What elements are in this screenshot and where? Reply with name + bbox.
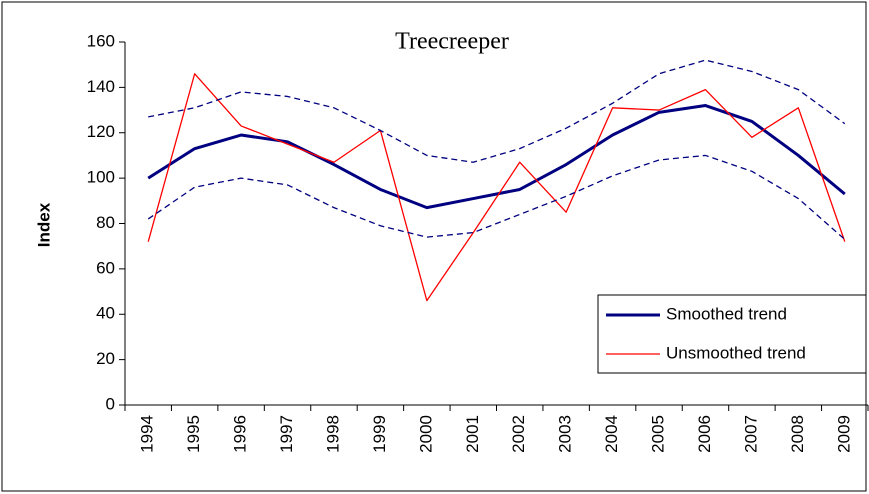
x-tick-label: 1996	[231, 415, 250, 453]
x-tick-label: 2006	[695, 415, 714, 453]
x-tick-label: 2007	[741, 415, 760, 453]
y-tick-label: 120	[87, 122, 115, 141]
y-tick-label: 0	[106, 394, 115, 413]
y-tick-label: 160	[87, 31, 115, 50]
x-tick-label: 1999	[370, 415, 389, 453]
x-tick-label: 1998	[323, 415, 342, 453]
y-tick-label: 140	[87, 77, 115, 96]
y-tick-label: 60	[96, 258, 115, 277]
x-tick-label: 2008	[788, 415, 807, 453]
x-tick-label: 2004	[602, 415, 621, 453]
chart-title: Treecreeper	[395, 29, 509, 55]
legend-label: Unsmoothed trend	[666, 343, 806, 362]
confidence-line	[148, 59, 846, 163]
legend-box	[597, 294, 867, 374]
y-tick-label: 20	[96, 349, 115, 368]
y-axis-label: Index	[34, 202, 53, 247]
x-tick-label: 2000	[416, 415, 435, 453]
y-tick-label: 80	[96, 213, 115, 232]
x-tick-label: 2001	[463, 415, 482, 453]
confidence-line	[147, 154, 846, 240]
x-tick-label: 2003	[556, 415, 575, 453]
x-tick-label: 2009	[834, 415, 853, 453]
x-tick-label: 1994	[138, 415, 157, 453]
y-tick-label: 40	[96, 304, 115, 323]
x-tick-label: 2002	[509, 415, 528, 453]
legend-label: Smoothed trend	[666, 304, 787, 323]
x-tick-label: 1995	[184, 415, 203, 453]
series-line	[147, 73, 846, 302]
y-tick-label: 100	[87, 168, 115, 187]
x-tick-label: 2005	[649, 415, 668, 453]
x-tick-label: 1997	[277, 415, 296, 453]
